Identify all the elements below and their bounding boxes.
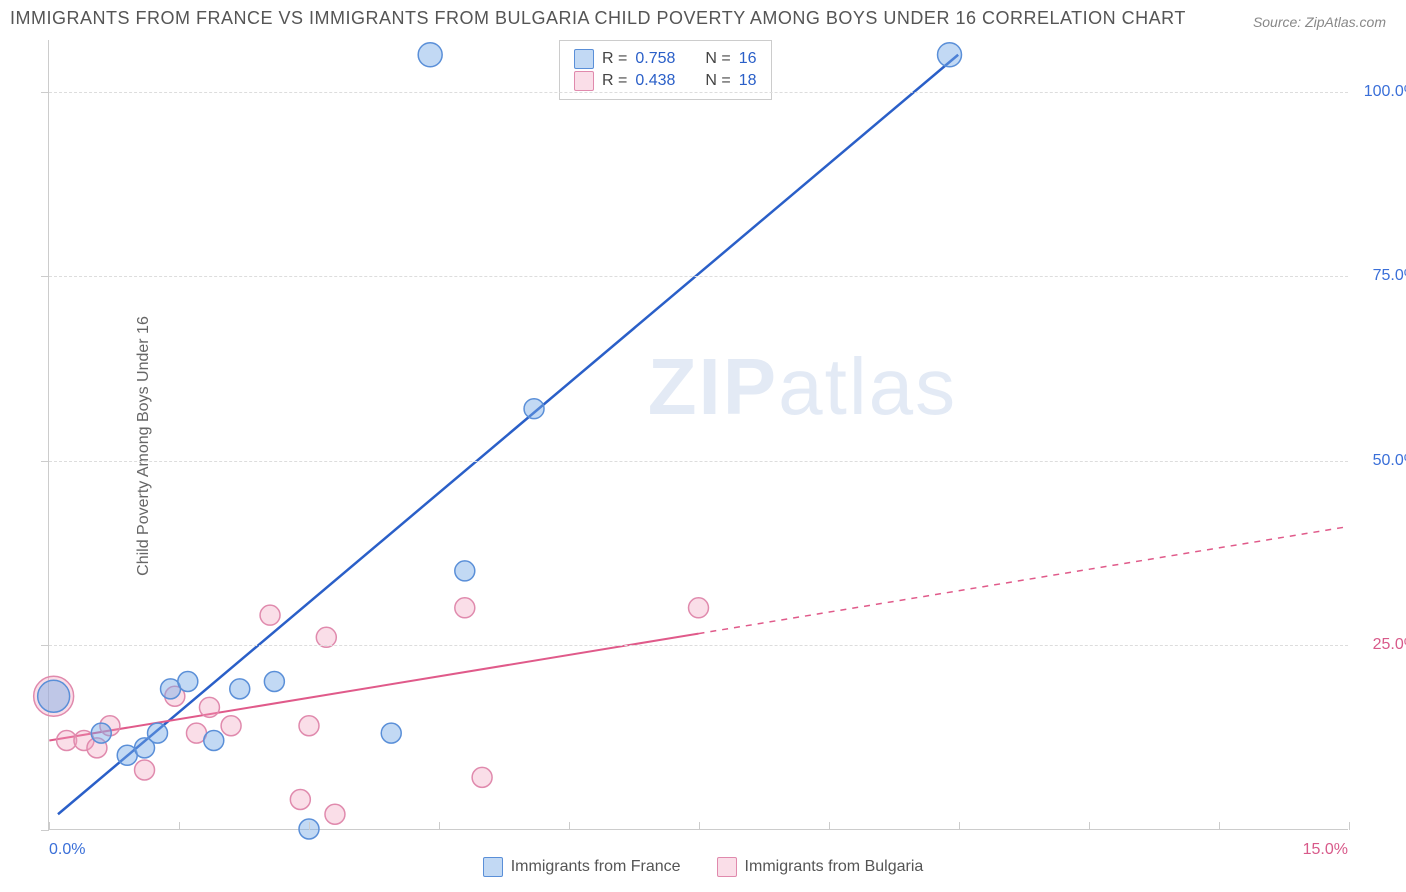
chart-title: IMMIGRANTS FROM FRANCE VS IMMIGRANTS FRO… (10, 8, 1186, 29)
y-tick (41, 92, 49, 93)
x-tick (829, 822, 830, 830)
bottom-legend: Immigrants from France Immigrants from Bu… (0, 857, 1406, 882)
gridline (49, 461, 1348, 462)
x-tick (1089, 822, 1090, 830)
gridline (49, 92, 1348, 93)
x-tick (1349, 822, 1350, 830)
stat-n-value: 16 (739, 50, 757, 68)
legend-label: Immigrants from France (511, 858, 681, 876)
x-tick (1219, 822, 1220, 830)
x-tick (309, 822, 310, 830)
stat-n-label: N = (705, 72, 730, 90)
y-tick-label: 50.0% (1358, 452, 1406, 470)
source-attribution: Source: ZipAtlas.com (1253, 14, 1386, 30)
y-tick (41, 645, 49, 646)
stat-r-label: R = (602, 50, 627, 68)
chart-plot-area: R =0.758N =16R =0.438N =18 ZIPatlas 25.0… (48, 40, 1348, 830)
stat-r-value: 0.758 (635, 50, 675, 68)
y-tick (41, 461, 49, 462)
stat-r-label: R = (602, 72, 627, 90)
legend-swatch (574, 49, 594, 69)
stats-legend-row: R = 0.758 N = 16 (574, 49, 757, 69)
y-tick (41, 276, 49, 277)
y-tick (41, 830, 49, 831)
x-tick (179, 822, 180, 830)
legend-swatch (483, 857, 503, 877)
legend-label: Immigrants from Bulgaria (745, 858, 924, 876)
stat-n-value: 18 (739, 72, 757, 90)
x-tick (439, 822, 440, 830)
legend-swatch (717, 857, 737, 877)
x-tick (49, 822, 50, 830)
stat-r-value: 0.438 (635, 72, 675, 90)
stats-legend-row: R = 0.438 N = 18 (574, 71, 757, 91)
x-tick (699, 822, 700, 830)
gridline (49, 276, 1348, 277)
y-tick-label: 25.0% (1358, 636, 1406, 654)
y-tick-label: 75.0% (1358, 267, 1406, 285)
y-tick-label: 100.0% (1358, 83, 1406, 101)
legend-item: Immigrants from France (483, 857, 681, 877)
stat-n-label: N = (705, 50, 730, 68)
x-tick (959, 822, 960, 830)
chart-svg (49, 40, 1348, 829)
x-tick (569, 822, 570, 830)
gridline (49, 645, 1348, 646)
legend-item: Immigrants from Bulgaria (717, 857, 924, 877)
legend-swatch (574, 71, 594, 91)
